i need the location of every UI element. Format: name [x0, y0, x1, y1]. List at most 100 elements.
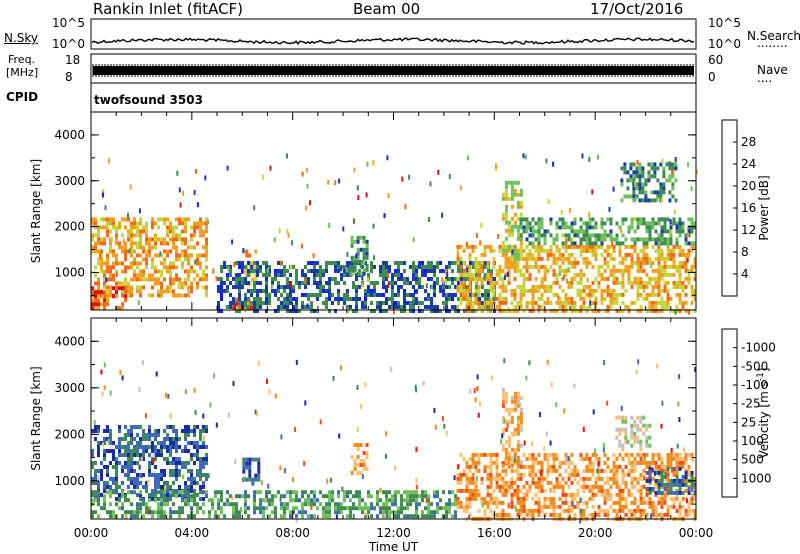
heatmap-cell [516, 260, 520, 265]
heatmap-cell [489, 300, 493, 305]
heatmap-cell [525, 488, 529, 493]
heatmap-cell [576, 280, 580, 285]
heatmap-cell [136, 241, 139, 246]
heatmap-cell [277, 273, 280, 277]
heatmap-cell [238, 301, 241, 305]
heatmap-cell [448, 498, 451, 503]
heatmap-cell [507, 248, 511, 253]
heatmap-cell [397, 490, 400, 495]
heatmap-cell [609, 237, 613, 242]
heatmap-cell [561, 488, 565, 493]
heatmap-cell [256, 297, 259, 301]
heatmap-cell [181, 237, 184, 242]
heatmap-cell [238, 297, 241, 301]
heatmap-cell [525, 512, 529, 517]
heatmap-cell [681, 460, 685, 465]
heatmap-cell [244, 277, 247, 281]
heatmap-cell [603, 260, 607, 265]
heatmap-cell [232, 502, 235, 507]
heatmap-cell [579, 252, 583, 257]
heatmap-cell [513, 220, 517, 225]
heatmap-scatter-point [671, 467, 673, 473]
heatmap-cell [633, 508, 637, 513]
heatmap-cell [638, 170, 642, 175]
heatmap-cell [313, 494, 316, 499]
heatmap-cell [519, 419, 523, 424]
heatmap-cell [635, 174, 639, 179]
heatmap-cell [579, 225, 583, 230]
heatmap-cell [259, 297, 262, 301]
heatmap-cell [582, 256, 586, 261]
heatmap-cell [534, 456, 538, 461]
heatmap-cell [657, 237, 661, 242]
colorbar-tick-label: 16 [741, 201, 756, 215]
heatmap-cell [151, 221, 154, 226]
heatmap-cell [472, 261, 475, 265]
heatmap-cell [91, 217, 94, 222]
heatmap-cell [567, 504, 571, 509]
heatmap-cell [346, 297, 349, 301]
heatmap-cell [504, 256, 508, 261]
heatmap-cell [630, 427, 634, 432]
heatmap-cell [537, 304, 541, 309]
heatmap-cell [409, 293, 412, 297]
heatmap-cell [217, 309, 220, 313]
heatmap-cell [639, 415, 643, 420]
heatmap-scatter-point [497, 234, 500, 239]
heatmap-cell [567, 244, 571, 249]
heatmap-cell [465, 272, 469, 277]
heatmap-cell [489, 476, 493, 481]
heatmap-cell [436, 277, 439, 281]
heatmap-cell [621, 508, 625, 513]
colorbar-label: Power [dB] [757, 175, 771, 240]
heatmap-cell [570, 480, 574, 485]
heatmap-cell [172, 229, 175, 234]
heatmap-cell [552, 452, 556, 457]
heatmap-cell [430, 301, 433, 305]
heatmap-scatter-point [121, 375, 124, 381]
heatmap-cell [639, 439, 643, 444]
heatmap-cell [319, 502, 322, 507]
heatmap-cell [591, 300, 595, 305]
heatmap-cell [211, 502, 214, 507]
heatmap-cell [157, 253, 160, 258]
heatmap-cell [145, 221, 148, 226]
heatmap-cell [522, 248, 526, 253]
heatmap-cell [370, 269, 373, 273]
heatmap-cell [136, 514, 139, 519]
heatmap-cell [97, 445, 100, 449]
heatmap-cell [139, 217, 142, 222]
heatmap-cell [130, 469, 133, 473]
heatmap-cell [112, 514, 115, 519]
heatmap-scatter-point [390, 366, 393, 372]
heatmap-cell [337, 301, 340, 305]
heatmap-cell [362, 467, 366, 471]
heatmap-cell [202, 485, 205, 489]
heatmap-scatter-point [649, 470, 652, 476]
heatmap-cell [220, 498, 223, 503]
heatmap-scatter-point [107, 438, 110, 444]
heatmap-cell [525, 217, 529, 222]
heatmap-cell [251, 277, 255, 282]
heatmap-cell [190, 265, 193, 270]
heatmap-cell [295, 490, 298, 495]
heatmap-cell [157, 433, 160, 437]
heatmap-cell [693, 264, 697, 269]
heatmap-cell [666, 237, 670, 242]
heatmap-cell [130, 449, 133, 453]
heatmap-cell [202, 233, 205, 238]
heatmap-cell [283, 269, 286, 273]
heatmap-cell [609, 304, 613, 309]
heatmap-cell [325, 301, 328, 305]
heatmap-cell [226, 305, 229, 309]
heatmap-cell [100, 257, 103, 262]
heatmap-cell [199, 469, 202, 473]
heatmap-cell [534, 472, 538, 477]
heatmap-cell [534, 221, 538, 226]
heatmap-cell [480, 308, 484, 313]
heatmap-cell [638, 166, 642, 171]
heatmap-cell [97, 493, 100, 497]
heatmap-cell [678, 280, 682, 285]
heatmap-cell [690, 470, 694, 475]
heatmap-cell [489, 492, 493, 497]
